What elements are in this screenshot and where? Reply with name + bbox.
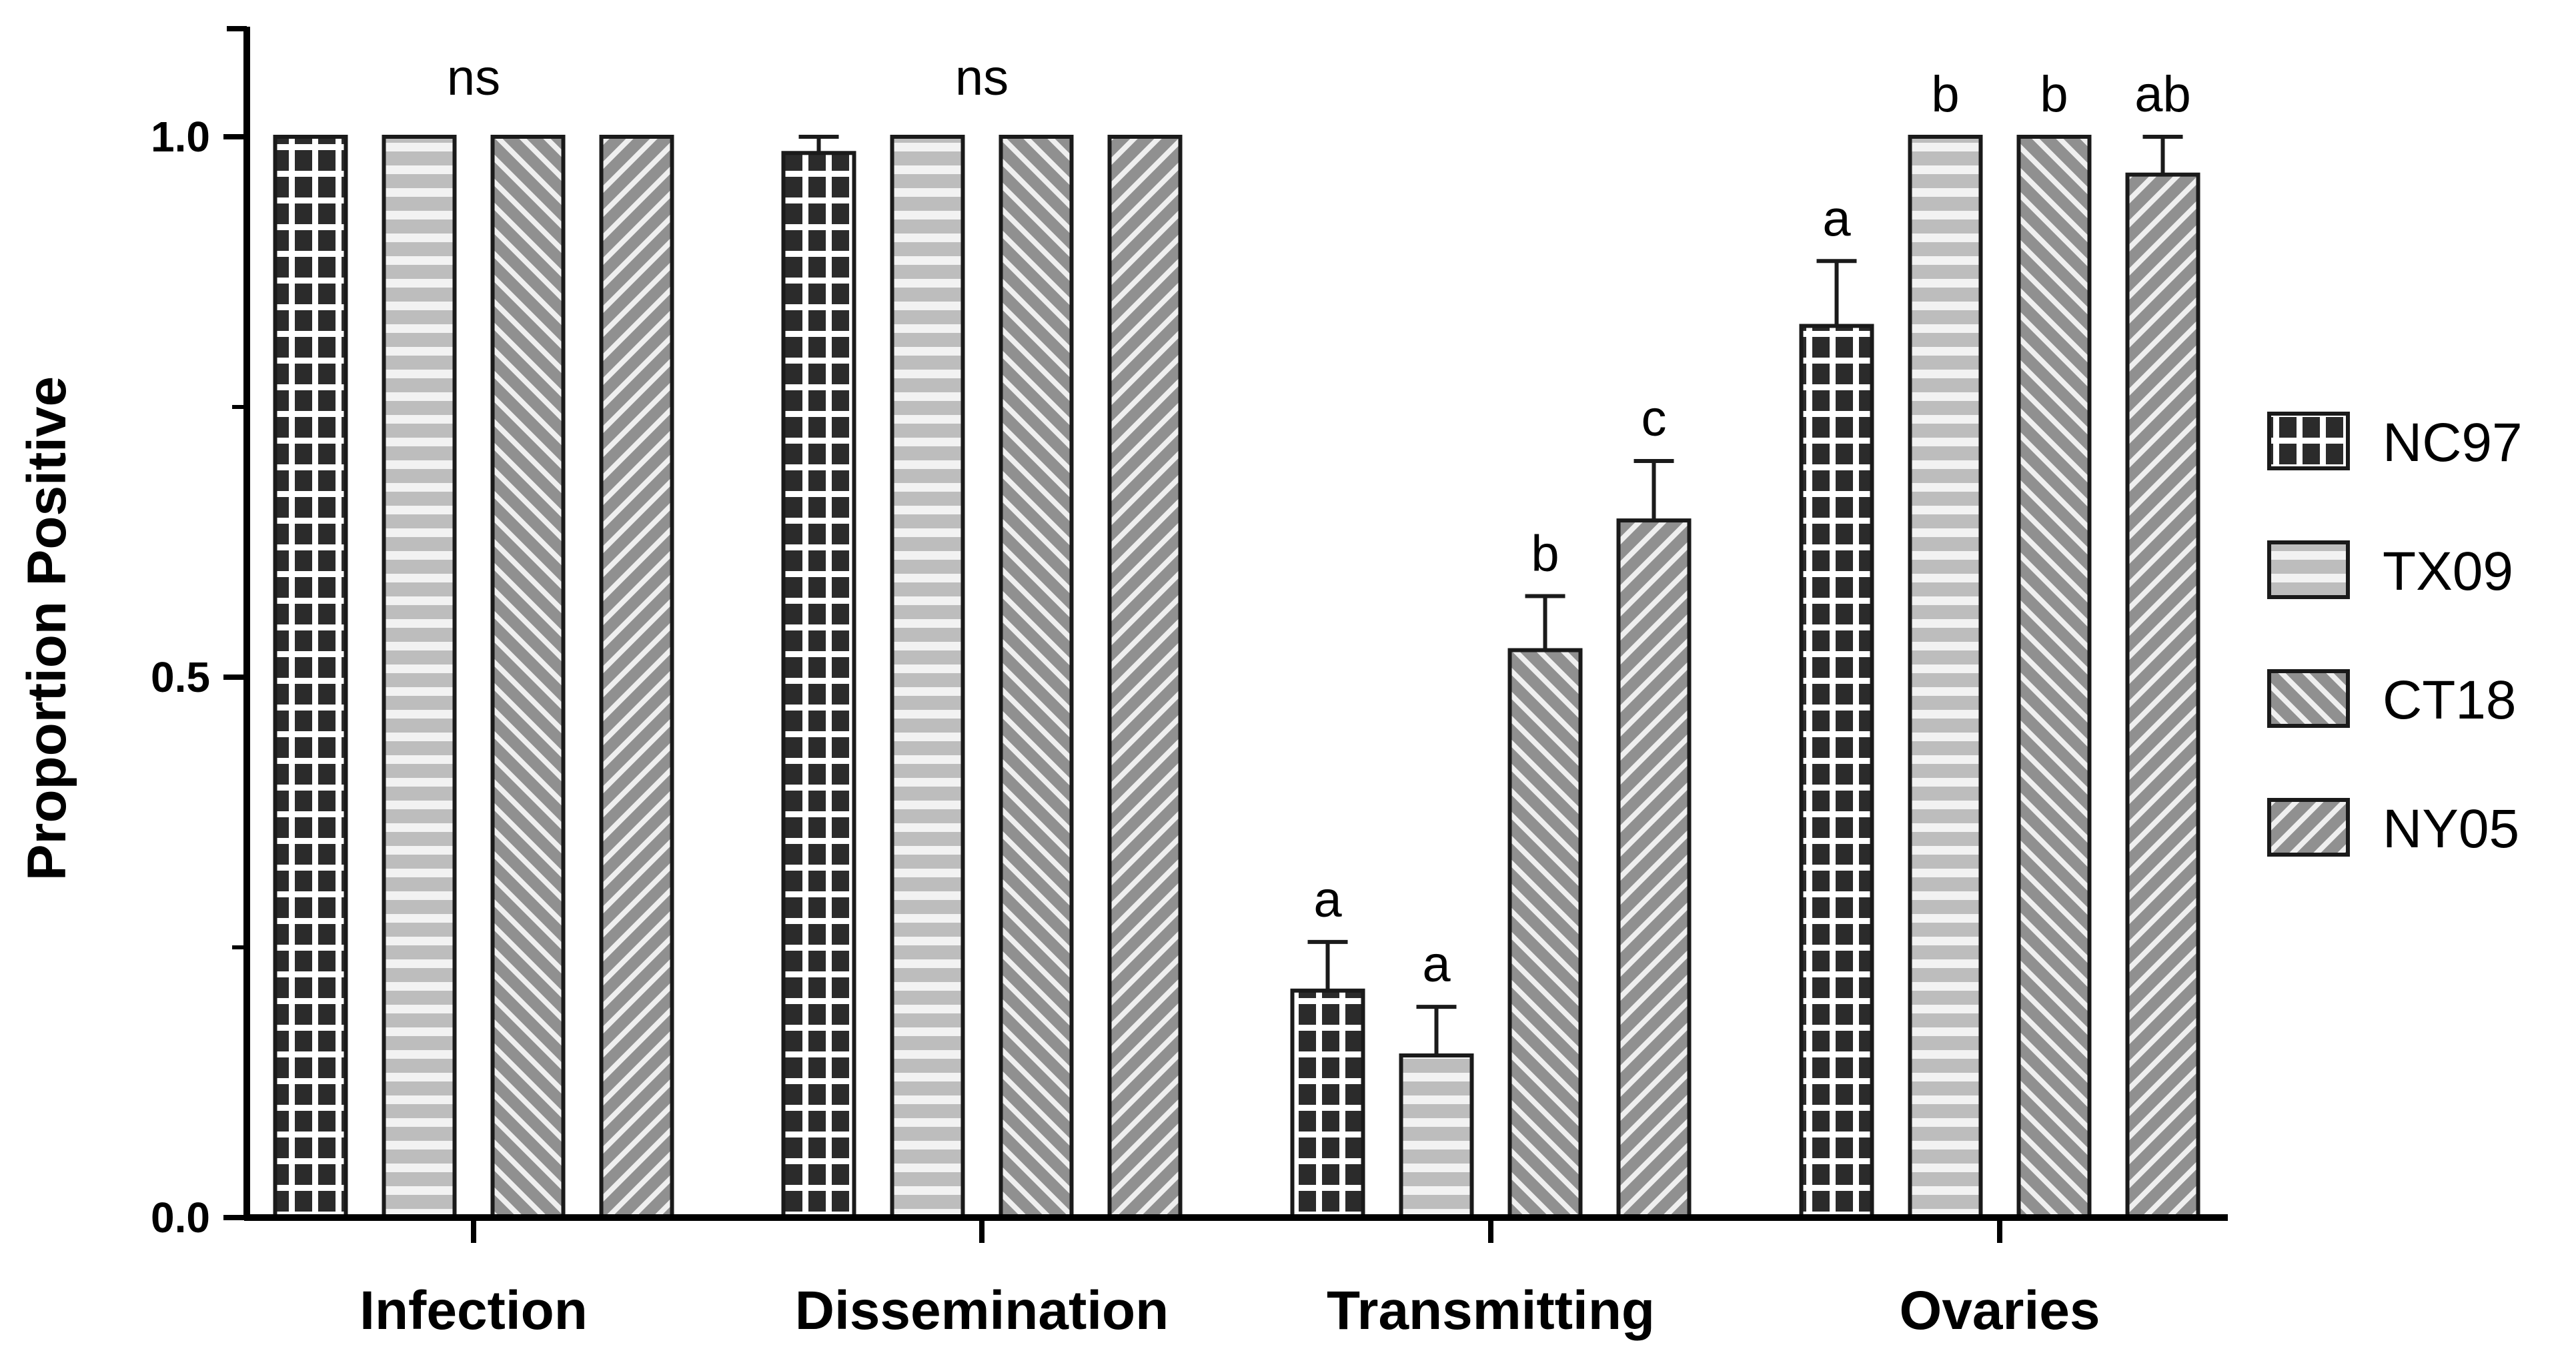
group-significance-dissemination: ns xyxy=(955,49,1009,106)
bar-infection-ny05 xyxy=(599,135,674,1220)
significance-label-transmitting-nc97: a xyxy=(1313,871,1342,928)
axes-layer: 0.0 0.5 1.0 Infection Dissemination Transmitt… xyxy=(17,26,2228,1341)
bar-ovaries-ct18 xyxy=(2016,135,2092,1220)
significance-label-ovaries-tx09: b xyxy=(1931,66,1959,123)
bar-transmitting-ny05 xyxy=(1616,518,1692,1220)
bar-ovaries-tx09 xyxy=(1908,135,1983,1220)
x-tick-label-ovaries: Ovaries xyxy=(1900,1280,2100,1341)
x-tick-label-transmitting: Transmitting xyxy=(1327,1280,1655,1341)
legend-swatch-ny05 xyxy=(2267,798,2350,857)
bar-infection-tx09 xyxy=(382,135,457,1220)
bar-ovaries-ny05 xyxy=(2125,172,2200,1220)
y-axis-label: Proportion Positive xyxy=(17,376,77,881)
bar-transmitting-ct18 xyxy=(1507,648,1583,1220)
bar-transmitting-nc97 xyxy=(1290,988,1365,1220)
y-tick-label: 0.5 xyxy=(151,653,210,701)
legend-swatch-ct18 xyxy=(2267,669,2350,728)
legend-label-ct18: CT18 xyxy=(2383,670,2517,731)
y-tick-label: 0.0 xyxy=(151,1194,210,1242)
group-significance-infection: ns xyxy=(447,49,500,106)
legend-label-tx09: TX09 xyxy=(2383,541,2513,602)
bars-layer xyxy=(273,135,2200,1220)
bar-transmitting-tx09 xyxy=(1399,1053,1474,1220)
bar-infection-ct18 xyxy=(490,135,566,1220)
legend-swatch-nc97 xyxy=(2267,412,2350,470)
legend-swatch-tx09 xyxy=(2267,540,2350,599)
bar-infection-nc97 xyxy=(273,135,348,1220)
x-tick-label-dissemination: Dissemination xyxy=(795,1280,1169,1341)
bar-ovaries-nc97 xyxy=(1799,324,1874,1220)
legend: NC97 TX09 CT18 NY05 xyxy=(2267,412,2523,859)
bar-dissemination-ny05 xyxy=(1107,135,1183,1220)
x-tick-label-infection: Infection xyxy=(360,1280,588,1341)
significance-label-transmitting-ct18: b xyxy=(1531,526,1559,582)
bar-dissemination-tx09 xyxy=(890,135,965,1220)
legend-label-ny05: NY05 xyxy=(2383,799,2519,859)
significance-label-transmitting-tx09: a xyxy=(1422,936,1451,993)
legend-label-nc97: NC97 xyxy=(2383,412,2523,473)
bar-dissemination-nc97 xyxy=(781,151,856,1220)
significance-label-ovaries-ct18: b xyxy=(2040,66,2068,123)
significance-label-ovaries-ny05: ab xyxy=(2134,66,2191,123)
significance-label-transmitting-ny05: c xyxy=(1642,390,1667,447)
significance-label-ovaries-nc97: a xyxy=(1822,190,1851,247)
y-tick-label: 1.0 xyxy=(151,113,210,161)
bar-dissemination-ct18 xyxy=(999,135,1074,1220)
